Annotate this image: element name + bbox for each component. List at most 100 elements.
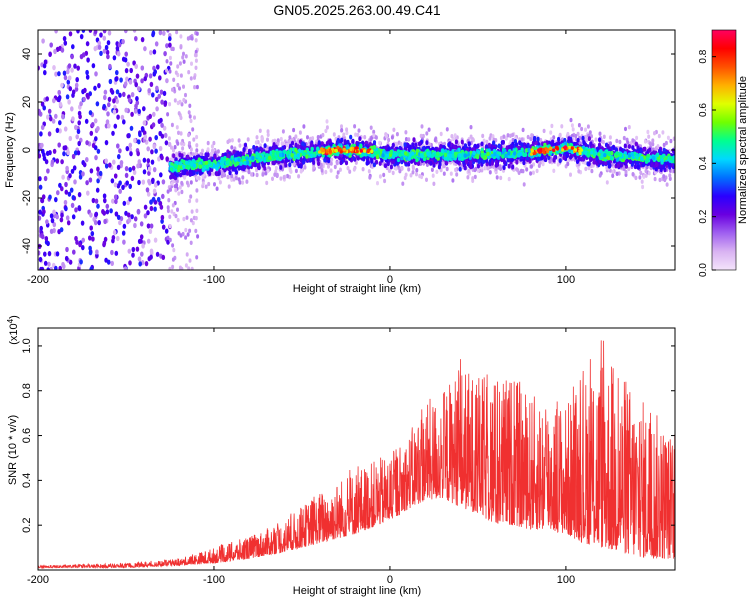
spectrogram-cell	[569, 117, 573, 123]
spectrogram-cell	[418, 173, 422, 179]
spectrogram-cell	[516, 168, 520, 173]
spectrogram-cell	[639, 170, 643, 176]
spectrogram-cell	[192, 137, 196, 142]
spectrogram-cell	[357, 128, 361, 133]
spectrogram-cell	[77, 140, 81, 147]
spectrogram-cell	[142, 130, 147, 136]
spectrogram-cell	[47, 108, 52, 114]
spectrogram-cell	[540, 155, 544, 161]
spectrogram-cell	[411, 170, 415, 175]
spectrogram-cell	[54, 197, 58, 203]
spectrogram-cell	[166, 208, 170, 214]
spectrogram-cell	[535, 168, 539, 174]
spectrogram-cell	[193, 85, 197, 90]
spectrogram-cell	[128, 147, 133, 153]
spectrogram-cell	[103, 218, 107, 225]
spectrogram-cell	[173, 98, 177, 103]
spectrogram-cell	[49, 228, 54, 234]
spectrogram-cell	[247, 169, 251, 175]
spectrogram-cell	[96, 203, 100, 209]
spectrogram-cell	[159, 89, 164, 95]
spectrogram-cell	[104, 158, 108, 164]
spectrogram-cell	[201, 148, 204, 153]
spectrogram-cell	[122, 223, 127, 229]
spectrogram-cell	[189, 218, 193, 223]
spectrogram-cell	[115, 45, 120, 51]
spectrogram-cell	[566, 161, 570, 167]
spectrogram-cell	[184, 92, 187, 98]
spectrogram-cell	[351, 138, 355, 144]
spectrogram-cell	[121, 230, 126, 236]
spectrogram-cell	[168, 55, 172, 61]
spectrogram-cell	[631, 138, 635, 143]
spectrogram-cell	[124, 210, 128, 216]
spectrogram-cell	[142, 157, 147, 163]
spectrogram-cell	[132, 60, 136, 66]
spectrogram-cell	[43, 175, 48, 182]
spectrogram-cell	[348, 169, 352, 174]
spectrogram-cell	[170, 145, 173, 150]
spectrogram-cell	[103, 94, 107, 101]
spectrogram-cell	[139, 221, 144, 227]
spectrogram-cell	[117, 154, 121, 160]
spectrogram-cell	[173, 175, 178, 181]
spectrogram-cell	[126, 200, 130, 206]
spectrogram-cell	[627, 166, 631, 172]
spectrogram-cell	[79, 34, 84, 40]
spectrogram-cell	[115, 89, 120, 95]
spectrogram-cell	[102, 30, 107, 34]
spectrogram-cell	[133, 108, 138, 114]
spectrogram-cell	[41, 38, 45, 44]
spectrogram-cell	[522, 160, 526, 166]
spectrogram-cell	[72, 165, 77, 171]
spectrogram-cell	[49, 42, 53, 48]
spectrogram-cell	[121, 56, 126, 62]
spectrogram-cell	[116, 51, 121, 57]
spectrogram-cell	[81, 171, 85, 177]
spectrogram-cell	[481, 159, 486, 165]
spectrogram-cell	[156, 64, 160, 70]
spectrogram-cell	[279, 176, 283, 181]
spectrogram-cell	[166, 112, 170, 117]
spectrogram-cell	[64, 255, 69, 262]
spectrogram-cell	[299, 163, 303, 169]
spectrogram-cell	[49, 213, 54, 219]
spectrogram-cell	[576, 131, 580, 137]
spectrogram-cell	[125, 76, 129, 82]
spectrogram-cell	[624, 169, 628, 175]
spectrogram-cell	[587, 165, 591, 171]
spectrogram-cell	[416, 161, 421, 167]
spectrogram-cell	[404, 130, 408, 135]
spectrogram-cell	[116, 164, 121, 170]
spectrogram-cell	[134, 82, 138, 88]
spectrogram-cell	[171, 87, 174, 92]
spectrogram-cell	[175, 151, 179, 157]
spectrogram-cell	[79, 101, 83, 107]
spectrogram-cell	[71, 116, 75, 122]
spectrogram-cell	[266, 137, 269, 142]
spectrogram-cell	[81, 30, 86, 33]
spectrogram-cell	[605, 180, 609, 185]
spectrogram-cell	[68, 86, 73, 92]
spectrogram-cell	[234, 153, 238, 159]
spectrogram-cell	[557, 136, 561, 142]
spectrogram-cell	[499, 135, 503, 141]
spectrogram-cell	[153, 237, 158, 243]
spectrogram-cell	[180, 189, 184, 195]
spectrogram-cell	[146, 223, 151, 229]
spectrogram-cell	[66, 149, 70, 156]
spectrogram-cell	[450, 134, 454, 139]
spectrogram-cell	[153, 182, 158, 188]
spectrogram-cell	[301, 159, 306, 165]
spectrogram-cell	[134, 103, 138, 109]
spectrogram-cell	[184, 235, 188, 240]
spectrogram-cell	[124, 68, 129, 74]
spectrogram-cell	[38, 209, 42, 215]
spectrogram-cell	[140, 65, 145, 71]
spectrogram-cell	[529, 171, 533, 176]
spectrogram-cell	[114, 198, 118, 205]
spectrogram-cell	[254, 140, 258, 145]
spectrogram-cell	[469, 164, 473, 170]
spectrogram-cell	[114, 211, 119, 217]
spectrogram-cell	[126, 133, 130, 139]
